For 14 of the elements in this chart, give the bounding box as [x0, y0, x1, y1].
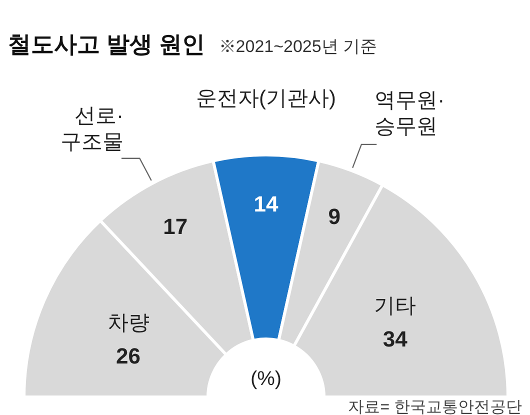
data-label: 9	[328, 204, 341, 229]
data-label: 17	[163, 214, 188, 239]
slice-label: 차량	[107, 311, 150, 334]
text: 자료= 한국교통안전공단	[348, 399, 522, 415]
slice-label: 운전자(기관사)	[196, 87, 336, 110]
slice-label: 기타	[374, 294, 416, 318]
chart-title: 철도사고 발생 원인	[8, 31, 205, 57]
data-label: 14	[254, 191, 279, 216]
data-label: 26	[116, 343, 141, 368]
text: (%)	[250, 368, 282, 390]
slice-label: 선로· 구조물	[60, 104, 124, 154]
data-label: 34	[382, 326, 408, 352]
slice-label: 역무원· 승무원	[374, 89, 445, 138]
chart-subtitle: ※2021~2025년 기준	[218, 37, 378, 56]
